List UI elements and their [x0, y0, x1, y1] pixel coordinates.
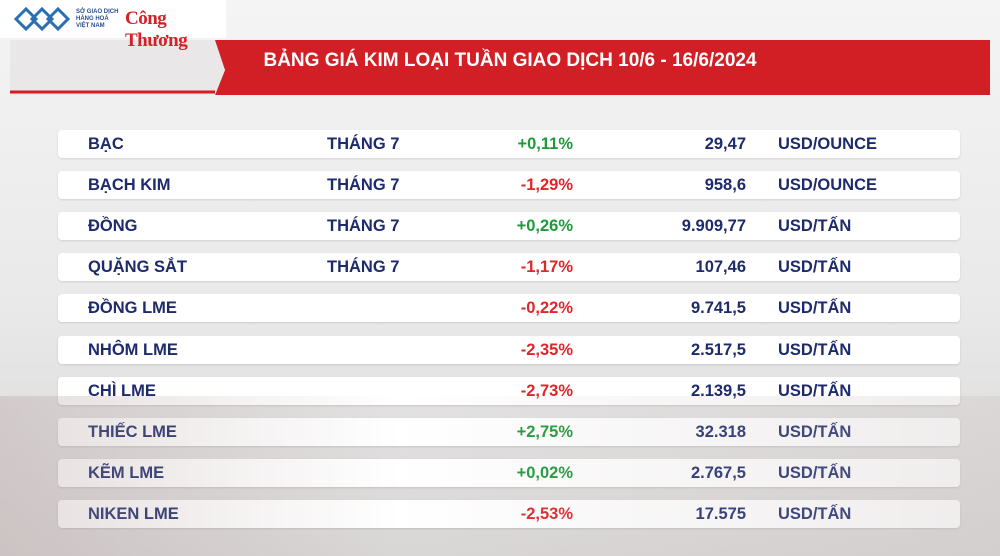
metal-name: BẠCH KIM: [88, 176, 171, 195]
logo-line: SỞ GIAO DỊCH: [76, 9, 119, 15]
table-row: THIẾC LME +2,75% 32.318 USD/TẤN: [58, 417, 960, 446]
metal-name: KẼM LME: [88, 463, 165, 482]
price: 2.517,5: [690, 340, 746, 359]
change: -1,29%: [520, 176, 573, 195]
change: -0,22%: [520, 299, 573, 318]
price: 29,47: [704, 135, 746, 153]
table-row: NHÔM LME -2,35% 2.517,5 USD/TẤN: [58, 335, 960, 364]
metal-name: CHÌ LME: [88, 381, 156, 400]
change: -2,73%: [520, 381, 573, 400]
logo-text: SỞ GIAO DỊCH HÀNG HOÁ VIỆT NAM: [76, 9, 118, 30]
metal-name: ĐỒNG LME: [88, 299, 177, 318]
price: 32.318: [695, 422, 746, 441]
change: -1,17%: [520, 258, 573, 277]
unit: USD/OUNCE: [778, 135, 878, 153]
price: 9.741,5: [690, 299, 746, 318]
banner: [10, 40, 990, 95]
ribbon-left: [10, 40, 225, 95]
metal-name: THIẾC LME: [88, 422, 177, 441]
change: -2,53%: [520, 504, 573, 523]
table-row: QUẶNG SẮT THÁNG 7 -1,17% 107,46 USD/TẤN: [58, 253, 960, 282]
title: BẢNG GIÁ KIM LOẠI TUẦN GIAO DỊCH 10/6 - …: [263, 50, 757, 71]
metal-name: ĐỒNG: [88, 217, 138, 236]
title-ribbon: [210, 40, 990, 95]
unit: USD/TẤN: [778, 299, 852, 318]
price: 9.909,77: [681, 217, 746, 236]
brand: Công Thương: [125, 8, 188, 51]
price: 958,6: [704, 176, 746, 195]
change: +0,26%: [516, 217, 573, 236]
price: 107,46: [695, 258, 746, 277]
contract-month: THÁNG 7: [327, 176, 400, 195]
table-row: NIKEN LME -2,53% 17.575 USD/TẤN: [58, 499, 960, 528]
unit: USD/TẤN: [778, 217, 852, 236]
metal-name: BẠC: [88, 135, 124, 153]
unit: USD/TẤN: [778, 504, 852, 523]
change: +2,75%: [516, 422, 573, 441]
logo-icon: [13, 6, 71, 32]
price: 2.767,5: [690, 463, 746, 482]
logo-line: VIỆT NAM: [76, 23, 105, 29]
metal-name: QUẶNG SẮT: [88, 258, 187, 277]
change: -2,35%: [520, 340, 573, 359]
price: 2.139,5: [690, 381, 746, 400]
logo-line: HÀNG HOÁ: [76, 16, 109, 22]
unit: USD/TẤN: [778, 381, 852, 400]
metal-name: NIKEN LME: [88, 504, 179, 523]
table-row: ĐỒNG LME -0,22% 9.741,5 USD/TẤN: [58, 294, 960, 323]
change: +0,11%: [517, 135, 573, 153]
unit: USD/TẤN: [778, 463, 852, 482]
table-row: BẠC THÁNG 7 +0,11% 29,47 USD/OUNCE: [58, 130, 960, 158]
unit: USD/OUNCE: [778, 176, 878, 195]
unit: USD/TẤN: [778, 340, 852, 359]
contract-month: THÁNG 7: [327, 258, 400, 277]
unit: USD/TẤN: [778, 258, 852, 277]
table-row: BẠCH KIM THÁNG 7 -1,29% 958,6 USD/OUNCE: [58, 171, 960, 200]
table-row: CHÌ LME -2,73% 2.139,5 USD/TẤN: [58, 376, 960, 405]
table-row: ĐỒNG THÁNG 7 +0,26% 9.909,77 USD/TẤN: [58, 212, 960, 241]
contract-month: THÁNG 7: [327, 135, 400, 153]
change: +0,02%: [516, 463, 573, 482]
table-row: KẼM LME +0,02% 2.767,5 USD/TẤN: [58, 458, 960, 487]
unit: USD/TẤN: [778, 422, 852, 441]
logo-area: SỞ GIAO DỊCH HÀNG HOÁ VIỆT NAM Công Thương: [0, 0, 226, 51]
contract-month: THÁNG 7: [327, 217, 400, 236]
price: 17.575: [695, 504, 746, 523]
metal-name: NHÔM LME: [88, 340, 178, 359]
